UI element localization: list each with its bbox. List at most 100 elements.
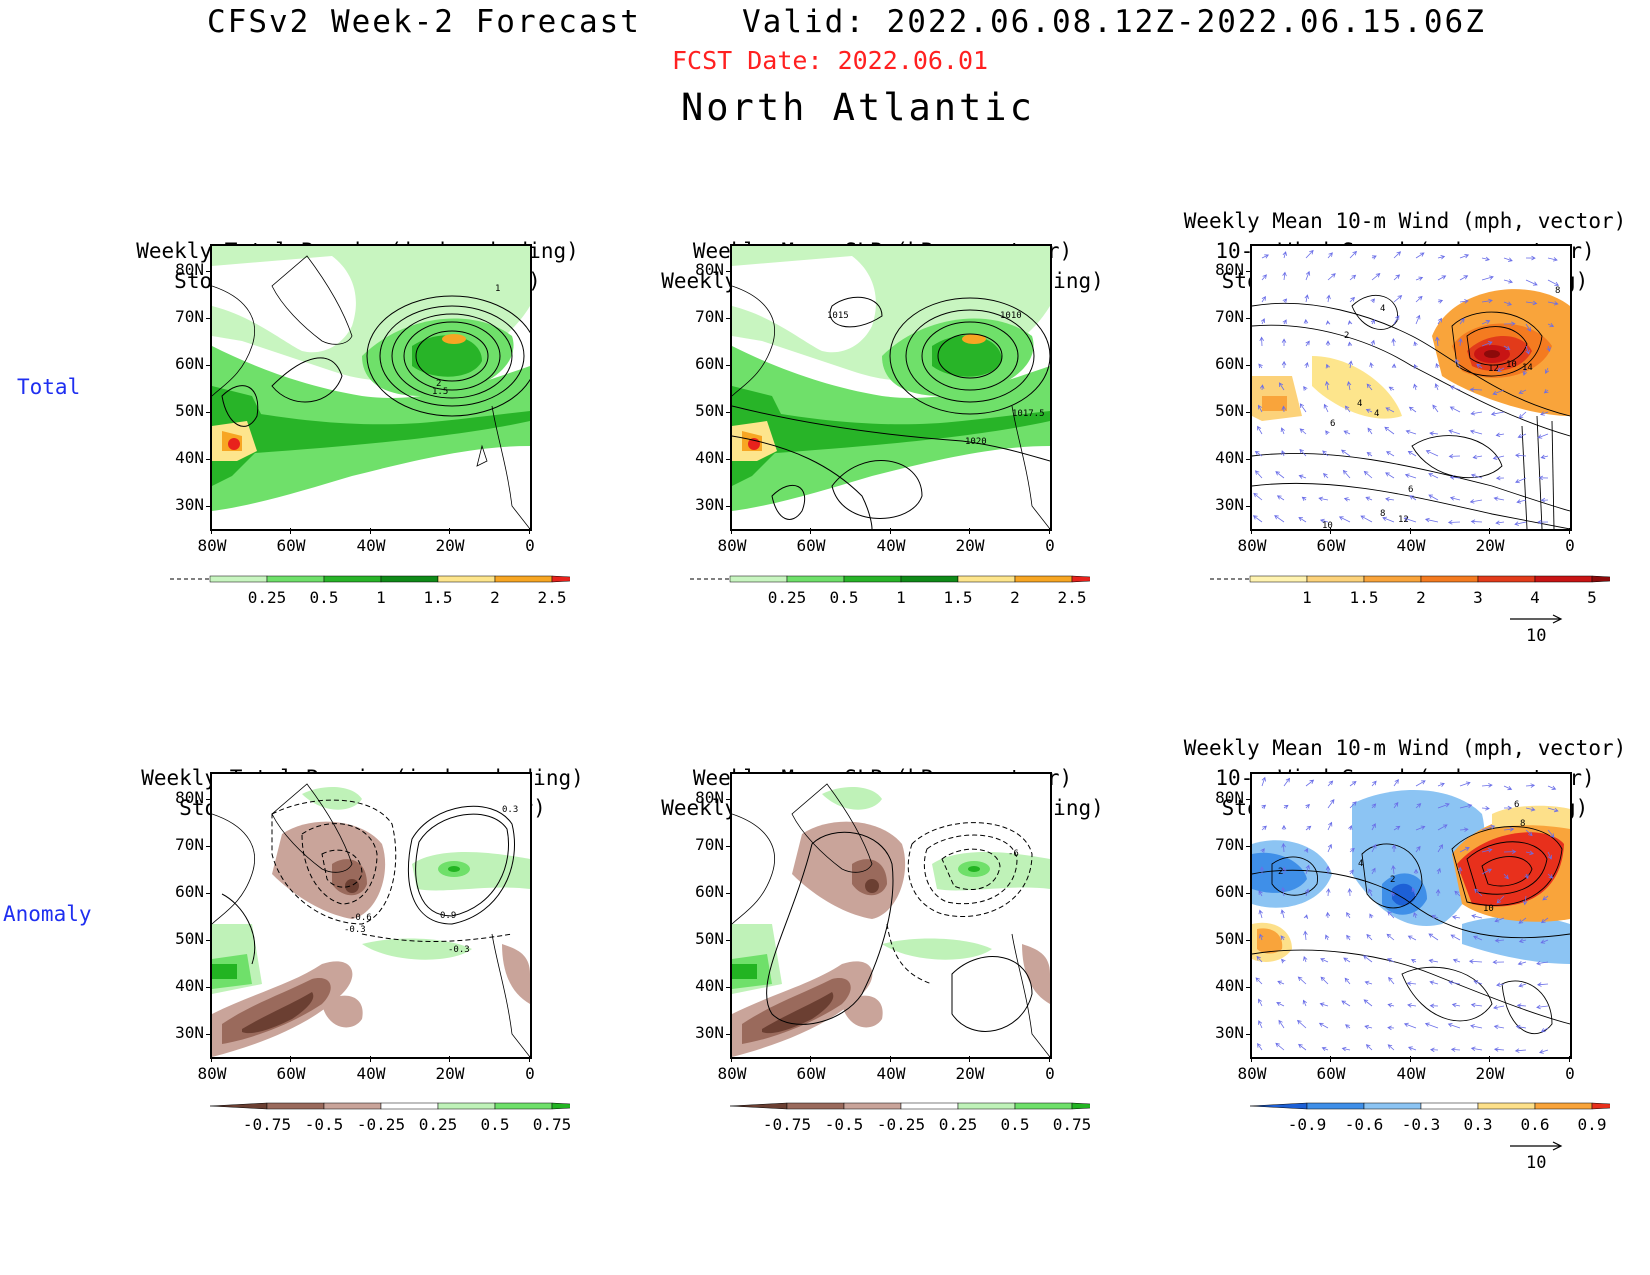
contour-label: -0.6 <box>350 913 372 923</box>
contour-label: 1015 <box>827 311 849 321</box>
colorbar-label: 2 <box>1416 588 1426 607</box>
latitude-tick-label: 30N <box>695 1023 724 1042</box>
latitude-tick-mark <box>206 940 212 941</box>
wind-vector-arrow <box>1407 450 1417 457</box>
wind-vector-arrow <box>1481 806 1490 811</box>
longitude-tick-label: 40W <box>356 1064 386 1083</box>
wind-vector-arrow <box>1327 843 1332 853</box>
wind-vector-arrow <box>1276 1001 1285 1007</box>
wind-vector-arrow <box>1540 497 1549 503</box>
longitude-tick-label: 0 <box>525 1064 535 1083</box>
wind-vector-arrow <box>1366 933 1373 941</box>
wind-vector-arrow <box>1254 470 1263 479</box>
wind-vector-arrow <box>1547 785 1557 790</box>
wind-vector-arrow <box>1338 516 1351 523</box>
contour-label: 2 <box>436 379 441 389</box>
longitude-tick-mark <box>810 1056 811 1062</box>
wind-vector-arrow <box>1437 255 1446 260</box>
wind-vector-arrow <box>1363 999 1373 1007</box>
latitude-tick-label: 60N <box>1215 882 1244 901</box>
latitude-tick-label: 50N <box>175 929 204 948</box>
colorbar-label: 0.3 <box>1463 1115 1493 1134</box>
wind-vector-arrow <box>1303 930 1308 941</box>
colorbar-label: -0.5 <box>304 1115 344 1134</box>
latitude-tick-mark <box>206 318 212 319</box>
wind-vector-arrow <box>1473 980 1483 985</box>
wind-vector-arrow <box>1281 405 1287 413</box>
colorbar-swatch <box>1249 575 1308 583</box>
wind-vector-arrow <box>1449 496 1461 501</box>
wind-vector-arrow <box>1495 432 1505 437</box>
wind-vector-arrow <box>1388 976 1395 985</box>
longitude-tick-label: 20W <box>955 536 985 555</box>
wind-vector-arrow <box>1437 844 1443 853</box>
longitude-tick-label: 80W <box>1237 536 1267 555</box>
colorbar-swatch <box>209 1102 268 1110</box>
wind-vector-arrow <box>1522 367 1528 376</box>
wind-vector-arrow <box>1547 873 1554 879</box>
wind-vector-arrow <box>1258 998 1263 1007</box>
vector-reference-anomaly: 10 <box>1508 1138 1568 1173</box>
wind-vector-arrow <box>1302 999 1307 1007</box>
longitude-tick-label: 60W <box>276 536 306 555</box>
contour-label: 2 <box>1278 867 1283 877</box>
latitude-tick-mark <box>1246 893 1252 894</box>
wind-vector-arrow <box>1415 780 1426 787</box>
wind-vector-arrow <box>1525 255 1536 261</box>
colorbar-swatch <box>729 1102 788 1110</box>
wind-vector-arrow <box>1303 386 1308 391</box>
colorbar-swatch <box>1534 575 1593 583</box>
wind-vector-arrow <box>1384 426 1395 435</box>
colorbar-label: 2.5 <box>1057 588 1087 607</box>
wind-vector-arrow <box>1343 430 1351 435</box>
wind-vector-arrow <box>1536 1004 1549 1010</box>
wind-vector-arrow <box>1409 495 1417 501</box>
wind-vector-arrow <box>1404 473 1417 479</box>
latitude-tick-mark <box>726 506 732 507</box>
colorbar-swatch <box>1014 1102 1073 1110</box>
colorbar-label: 1 <box>376 588 386 607</box>
colorbar-swatch <box>494 575 553 583</box>
colorbar-swatch <box>900 1102 959 1110</box>
wind-vector-arrow <box>1429 980 1439 985</box>
wind-vector-arrow <box>1428 494 1439 501</box>
latitude-tick-label: 40N <box>1215 448 1244 467</box>
wind-vector-arrow <box>1547 322 1555 328</box>
wind-vector-arrow <box>1304 888 1310 897</box>
wind-vector-arrow <box>1470 473 1483 479</box>
wind-vector-arrow <box>1349 781 1357 787</box>
colorbar-swatch <box>1363 1102 1422 1110</box>
latitude-tick-mark <box>206 1034 212 1035</box>
latitude-tick-mark <box>1246 1034 1252 1035</box>
latitude-tick-mark <box>726 365 732 366</box>
figure-title: CFSv2 Week-2 Forecast <box>207 4 641 40</box>
contour-label: 4 <box>1358 859 1363 869</box>
wind-vector-arrow <box>1371 843 1377 853</box>
wind-vector-arrow <box>1387 1003 1395 1008</box>
contour-label: 14 <box>1522 363 1533 373</box>
longitude-tick-label: 40W <box>876 536 906 555</box>
colorbar-precip-anomaly-2: -0.75 -0.5 -0.25 0.25 0.5 0.75 <box>690 1098 1130 1137</box>
wind-vector-arrow <box>1481 298 1493 304</box>
latitude-tick-mark <box>1246 799 1252 800</box>
wind-vector-arrow <box>1408 1046 1417 1051</box>
wind-vector-arrow <box>1281 958 1286 964</box>
wind-vector-arrow <box>1282 271 1287 281</box>
wind-vector-arrow <box>1365 496 1373 501</box>
wind-vector-arrow <box>1298 516 1307 523</box>
latitude-tick-label: 70N <box>1215 835 1244 854</box>
latitude-tick-label: 40N <box>695 976 724 995</box>
longitude-tick-mark <box>1049 1056 1050 1062</box>
wind-vector-arrow <box>1547 257 1558 262</box>
row-label-total: Total <box>17 375 81 399</box>
latitude-tick-label: 50N <box>695 929 724 948</box>
wind-vector-arrow <box>1393 825 1401 831</box>
latitude-tick-mark <box>726 799 732 800</box>
wind-vector-arrow <box>1325 340 1331 347</box>
region-title: North Atlantic <box>681 86 1035 129</box>
colorbar-label: 0.75 <box>1052 1115 1092 1134</box>
wind-vector-arrow <box>1539 1049 1549 1054</box>
wind-vector-arrow <box>1547 279 1560 286</box>
wind-vector-arrow <box>1455 358 1461 369</box>
latitude-tick-label: 30N <box>1215 1023 1244 1042</box>
